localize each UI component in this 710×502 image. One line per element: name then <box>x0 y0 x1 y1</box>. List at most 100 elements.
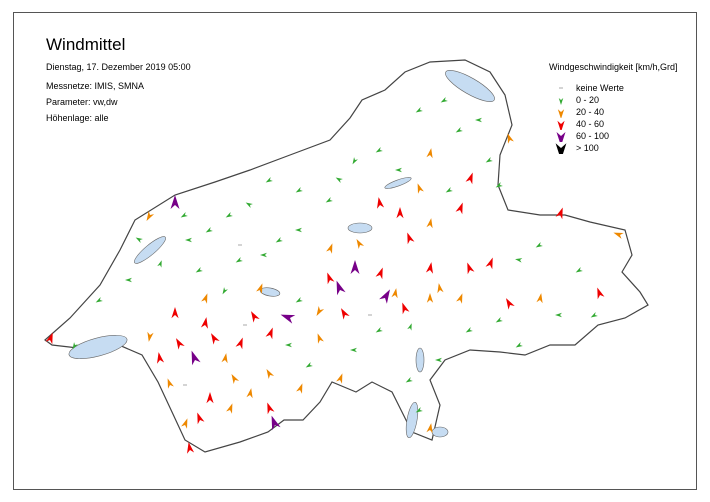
wind-arrow-marker[interactable] <box>555 143 567 154</box>
wind-arrow-marker[interactable] <box>135 236 143 243</box>
wind-arrow-marker[interactable] <box>265 326 277 340</box>
wind-arrow-marker[interactable] <box>221 353 229 364</box>
wind-arrow-marker[interactable] <box>575 267 583 274</box>
wind-arrow-marker[interactable] <box>426 423 434 434</box>
wind-arrow-marker[interactable] <box>436 283 444 294</box>
wind-arrow-marker[interactable] <box>285 342 292 348</box>
wind-arrow-marker[interactable] <box>195 267 203 274</box>
wind-arrow-marker[interactable] <box>260 252 267 258</box>
wind-arrow-marker[interactable] <box>332 279 346 296</box>
wind-arrow-marker[interactable] <box>495 317 503 324</box>
wind-arrow-marker[interactable] <box>295 227 302 233</box>
wind-arrow-marker[interactable] <box>612 230 624 239</box>
wind-arrow-marker[interactable] <box>71 342 78 350</box>
wind-arrow-marker[interactable] <box>326 242 335 254</box>
wind-arrow-marker[interactable] <box>165 377 174 389</box>
wind-arrow-marker[interactable] <box>415 407 423 414</box>
wind-arrow-marker[interactable] <box>305 362 313 369</box>
wind-arrow-marker[interactable] <box>256 282 265 294</box>
wind-arrow-marker[interactable] <box>425 261 435 274</box>
wind-arrow-marker[interactable] <box>426 218 434 229</box>
wind-arrow-marker[interactable] <box>296 382 305 394</box>
wind-arrow-marker[interactable] <box>324 271 335 285</box>
wind-arrow-marker[interactable] <box>426 293 434 303</box>
wind-arrow-marker[interactable] <box>336 372 345 384</box>
wind-arrow-marker[interactable] <box>157 260 164 268</box>
wind-arrow-marker[interactable] <box>264 367 275 379</box>
wind-arrow-marker[interactable] <box>350 260 360 274</box>
wind-arrow-marker[interactable] <box>295 297 303 304</box>
wind-arrow-marker[interactable] <box>404 231 415 245</box>
wind-arrow-marker[interactable] <box>185 441 195 454</box>
wind-arrow-marker[interactable] <box>556 132 566 142</box>
wind-arrow-marker[interactable] <box>503 296 515 310</box>
wind-arrow-marker[interactable] <box>535 242 543 249</box>
wind-arrow-marker[interactable] <box>505 132 514 144</box>
wind-arrow-marker[interactable] <box>155 351 165 364</box>
wind-arrow-marker[interactable] <box>485 157 493 164</box>
wind-arrow-marker[interactable] <box>456 292 465 304</box>
wind-arrow-marker[interactable] <box>264 401 275 415</box>
wind-arrow-marker[interactable] <box>464 261 475 275</box>
wind-arrow-marker[interactable] <box>338 306 350 320</box>
wind-arrow-marker[interactable] <box>295 187 303 194</box>
wind-arrow-marker[interactable] <box>426 148 434 159</box>
wind-arrow-marker[interactable] <box>225 212 233 219</box>
wind-arrow-marker[interactable] <box>445 187 453 194</box>
wind-arrow-marker[interactable] <box>455 127 463 134</box>
wind-arrow-marker[interactable] <box>185 237 192 243</box>
wind-arrow-marker[interactable] <box>391 288 399 299</box>
wind-arrow-marker[interactable] <box>194 411 205 425</box>
wind-arrow-marker[interactable] <box>187 349 201 366</box>
wind-arrow-marker[interactable] <box>146 331 154 343</box>
wind-arrow-marker[interactable] <box>205 227 213 234</box>
wind-arrow-marker[interactable] <box>590 312 598 319</box>
wind-arrow-marker[interactable] <box>206 392 214 404</box>
wind-arrow-marker[interactable] <box>279 310 296 324</box>
wind-arrow-marker[interactable] <box>245 201 253 208</box>
wind-arrow-marker[interactable] <box>267 414 281 431</box>
wind-arrow-marker[interactable] <box>395 167 402 173</box>
wind-arrow-marker[interactable] <box>375 147 383 154</box>
wind-arrow-marker[interactable] <box>181 417 190 429</box>
wind-arrow-marker[interactable] <box>475 117 482 123</box>
wind-arrow-marker[interactable] <box>415 182 424 194</box>
wind-arrow-marker[interactable] <box>275 237 283 244</box>
wind-arrow-marker[interactable] <box>594 286 605 300</box>
wind-arrow-marker[interactable] <box>405 377 413 384</box>
wind-arrow-marker[interactable] <box>200 316 210 329</box>
wind-arrow-marker[interactable] <box>555 312 562 318</box>
wind-arrow-marker[interactable] <box>440 97 448 104</box>
wind-arrow-marker[interactable] <box>536 293 544 304</box>
wind-arrow-marker[interactable] <box>399 301 410 315</box>
wind-arrow-marker[interactable] <box>555 206 567 220</box>
wind-arrow-marker[interactable] <box>557 120 565 130</box>
wind-arrow-marker[interactable] <box>375 266 387 280</box>
wind-arrow-marker[interactable] <box>171 307 179 319</box>
wind-arrow-marker[interactable] <box>246 388 254 399</box>
wind-arrow-marker[interactable] <box>248 309 260 323</box>
wind-arrow-marker[interactable] <box>125 277 132 283</box>
wind-arrow-marker[interactable] <box>407 323 414 331</box>
wind-arrow-marker[interactable] <box>396 207 404 219</box>
wind-arrow-marker[interactable] <box>95 297 103 304</box>
wind-arrow-marker[interactable] <box>375 327 383 334</box>
wind-arrow-marker[interactable] <box>173 336 185 350</box>
wind-arrow-marker[interactable] <box>465 171 477 185</box>
wind-arrow-marker[interactable] <box>515 257 523 263</box>
wind-arrow-marker[interactable] <box>455 201 467 215</box>
wind-arrow-marker[interactable] <box>201 292 210 304</box>
wind-arrow-marker[interactable] <box>180 212 188 219</box>
wind-arrow-marker[interactable] <box>226 402 235 414</box>
wind-arrow-marker[interactable] <box>144 211 155 223</box>
wind-arrow-marker[interactable] <box>350 347 357 353</box>
wind-arrow-marker[interactable] <box>170 195 180 209</box>
wind-arrow-marker[interactable] <box>314 306 325 318</box>
wind-arrow-marker[interactable] <box>415 107 423 114</box>
wind-arrow-marker[interactable] <box>351 157 358 165</box>
wind-arrow-marker[interactable] <box>515 342 523 349</box>
wind-arrow-marker[interactable] <box>229 372 240 384</box>
wind-arrow-marker[interactable] <box>465 327 473 334</box>
wind-arrow-marker[interactable] <box>557 109 565 118</box>
